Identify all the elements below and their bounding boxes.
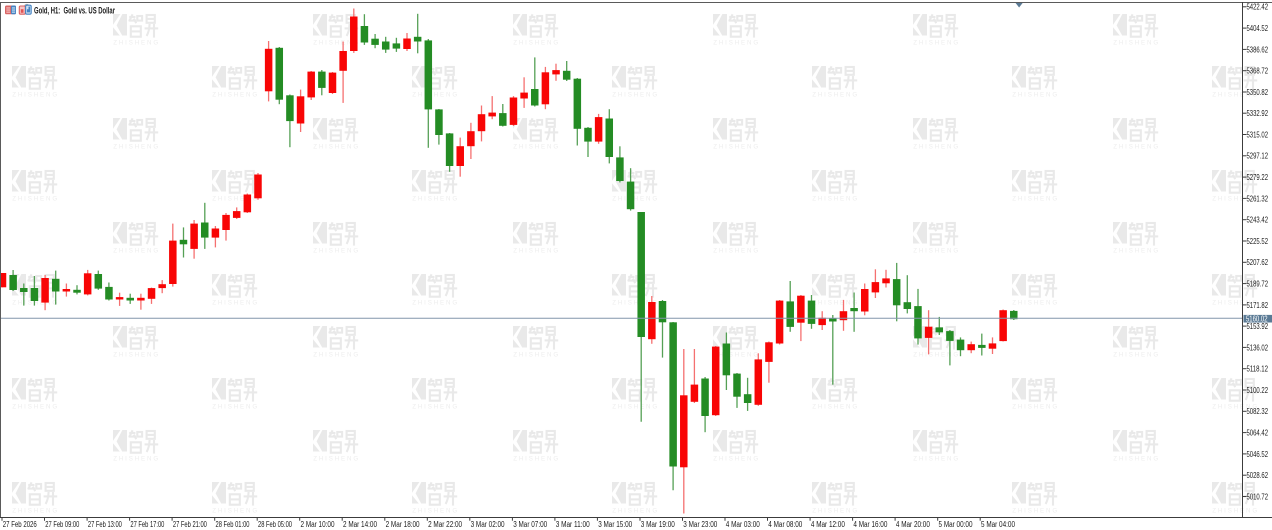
svg-text:3 Mar 07:00: 3 Mar 07:00: [513, 520, 548, 529]
svg-text:27 Feb 17:00: 27 Feb 17:00: [130, 520, 164, 529]
svg-text:5136.02: 5136.02: [1247, 343, 1269, 352]
svg-text:5064.42: 5064.42: [1247, 429, 1269, 438]
svg-text:4 Mar 08:00: 4 Mar 08:00: [768, 520, 803, 529]
svg-text:5028.62: 5028.62: [1247, 471, 1269, 480]
svg-text:5243.42: 5243.42: [1247, 216, 1269, 225]
svg-text:27 Feb 09:00: 27 Feb 09:00: [45, 520, 79, 529]
svg-text:5315.02: 5315.02: [1247, 130, 1269, 139]
svg-text:5 Mar 04:00: 5 Mar 04:00: [981, 520, 1016, 529]
svg-text:5279.22: 5279.22: [1247, 173, 1269, 182]
svg-text:5297.12: 5297.12: [1247, 152, 1269, 161]
svg-text:4 Mar 12:00: 4 Mar 12:00: [811, 520, 846, 529]
svg-text:27 Feb 21:00: 27 Feb 21:00: [173, 520, 207, 529]
svg-text:5422.42: 5422.42: [1247, 3, 1269, 12]
svg-text:5225.52: 5225.52: [1247, 237, 1269, 246]
svg-text:27 Feb 13:00: 27 Feb 13:00: [88, 520, 122, 529]
svg-text:3 Mar 15:00: 3 Mar 15:00: [598, 520, 633, 529]
svg-text:5207.62: 5207.62: [1247, 258, 1269, 267]
svg-text:3 Mar 23:00: 3 Mar 23:00: [683, 520, 718, 529]
svg-text:5189.72: 5189.72: [1247, 280, 1269, 289]
svg-text:5386.62: 5386.62: [1247, 45, 1269, 54]
svg-text:5046.52: 5046.52: [1247, 450, 1269, 459]
svg-text:4 Mar 03:00: 4 Mar 03:00: [726, 520, 761, 529]
svg-text:3 Mar 19:00: 3 Mar 19:00: [641, 520, 676, 529]
svg-text:5404.52: 5404.52: [1247, 24, 1269, 33]
svg-text:3 Mar 02:00: 3 Mar 02:00: [471, 520, 506, 529]
svg-text:28 Feb 01:00: 28 Feb 01:00: [216, 520, 250, 529]
svg-text:27 Feb 2026: 27 Feb 2026: [3, 520, 37, 529]
svg-text:5171.82: 5171.82: [1247, 301, 1269, 310]
svg-text:4 Mar 20:00: 4 Mar 20:00: [896, 520, 931, 529]
svg-text:5118.12: 5118.12: [1247, 365, 1269, 374]
svg-text:2 Mar 10:00: 2 Mar 10:00: [301, 520, 336, 529]
svg-text:2 Mar 14:00: 2 Mar 14:00: [343, 520, 378, 529]
svg-text:3 Mar 11:00: 3 Mar 11:00: [556, 520, 591, 529]
svg-text:5082.32: 5082.32: [1247, 407, 1269, 416]
svg-text:5 Mar 00:00: 5 Mar 00:00: [939, 520, 974, 529]
svg-text:Gold, H1: Gold vs. US Dollar: Gold, H1: Gold vs. US Dollar: [34, 6, 115, 16]
svg-text:2 Mar 22:00: 2 Mar 22:00: [428, 520, 463, 529]
svg-text:5332.92: 5332.92: [1247, 109, 1269, 118]
svg-text:5153.92: 5153.92: [1247, 322, 1269, 331]
svg-text:5010.72: 5010.72: [1247, 492, 1269, 501]
svg-text:5261.32: 5261.32: [1247, 194, 1269, 203]
svg-text:2 Mar 18:00: 2 Mar 18:00: [386, 520, 421, 529]
svg-text:5160.02: 5160.02: [1246, 315, 1268, 324]
svg-text:4 Mar 16:00: 4 Mar 16:00: [853, 520, 888, 529]
svg-text:5368.72: 5368.72: [1247, 67, 1269, 76]
svg-text:28 Feb 05:00: 28 Feb 05:00: [258, 520, 292, 529]
svg-text:5350.82: 5350.82: [1247, 88, 1269, 97]
svg-text:5100.22: 5100.22: [1247, 386, 1269, 395]
